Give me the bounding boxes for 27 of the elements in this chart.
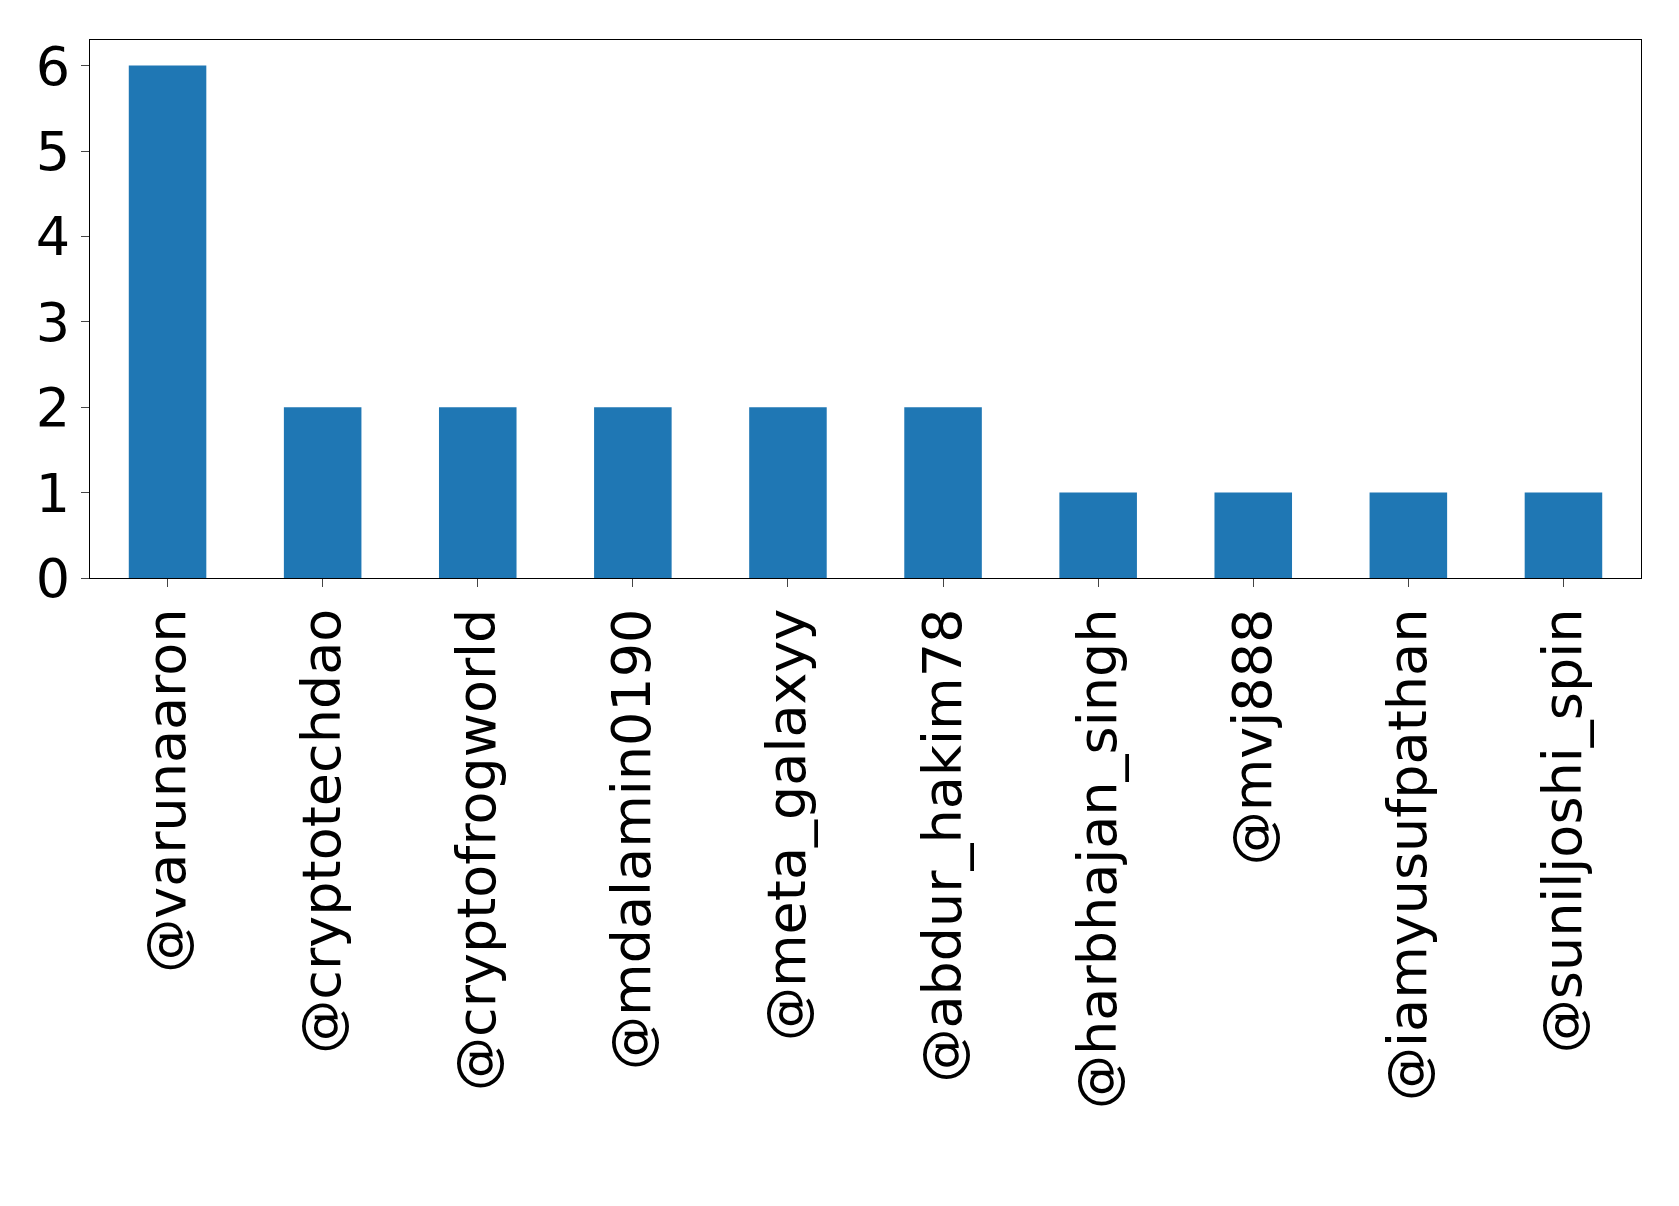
bar xyxy=(438,407,517,578)
x-tick-label: @mdalamin0190 xyxy=(600,608,664,1070)
x-tick-label: @suniljoshi_spin xyxy=(1531,608,1594,1054)
x-tick-label: @meta_galaxyy xyxy=(755,608,819,1042)
bar xyxy=(1369,492,1448,578)
x-tick-label: @mvj888 xyxy=(1220,608,1284,866)
y-tick-label: 5 xyxy=(35,119,71,183)
bar xyxy=(1059,492,1137,578)
y-tick-label: 4 xyxy=(35,205,71,269)
bar xyxy=(1214,492,1293,578)
y-tick-label: 0 xyxy=(35,546,71,610)
y-tick-label: 2 xyxy=(35,376,71,440)
bar xyxy=(128,65,207,578)
bar xyxy=(1524,492,1603,578)
y-tick-label: 3 xyxy=(35,290,71,354)
bar xyxy=(594,407,672,578)
x-tick-label: @cryptofrogworld xyxy=(445,608,509,1091)
x-tick-label: @cryptotechdao xyxy=(290,608,354,1054)
bar xyxy=(749,407,827,578)
y-tick-label: 6 xyxy=(35,34,71,98)
bar xyxy=(283,407,362,578)
x-tick-label: @harbhajan_singh xyxy=(1065,608,1129,1109)
x-tick-label: @varunaaron xyxy=(135,608,199,973)
x-tick-label: @iamyusufpathan xyxy=(1375,608,1439,1101)
x-tick-label: @abdur_hakim78 xyxy=(910,608,974,1083)
y-tick-label: 1 xyxy=(35,461,71,525)
bar xyxy=(904,407,982,578)
